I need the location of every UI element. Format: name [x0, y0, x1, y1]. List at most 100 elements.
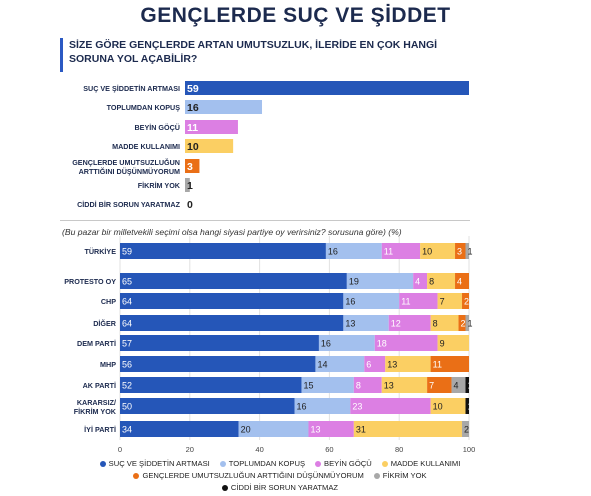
seg-label-0-3: 10	[422, 247, 432, 257]
seg-5-1	[315, 356, 365, 372]
question-line-1: SİZE GÖRE GENÇLERDE ARTAN UMUTSUZLUK, İL…	[69, 39, 438, 51]
seg-5-2	[364, 356, 386, 372]
seg-label-3-0: 64	[122, 319, 132, 329]
seg-3-2	[388, 315, 431, 331]
seg-label-1-3: 8	[429, 277, 434, 287]
seg-1-4	[455, 273, 469, 289]
category-label-0: SUÇ VE ŞİDDETİN ARTMASI	[83, 84, 180, 93]
seg-label-5-1: 14	[317, 360, 327, 370]
seg-label-4-1: 16	[321, 339, 331, 349]
seg-label-8-0: 34	[122, 425, 132, 435]
seg-2-4	[462, 293, 469, 309]
bar-5	[185, 178, 190, 192]
seg-label-2-1: 16	[345, 297, 355, 307]
legend-item-2: BEYİN GÖÇÜ	[315, 459, 372, 468]
bar-3	[185, 139, 234, 153]
row-label-7: KARARSIZ/FİKRİM YOK	[74, 398, 117, 416]
seg-8-2	[308, 421, 354, 437]
legend-row: SUÇ VE ŞİDDETİN ARTMASI TOPLUMDAN KOPUŞ BE…	[60, 459, 500, 468]
seg-4-1	[318, 335, 375, 351]
seg-label-6-1: 15	[303, 381, 313, 391]
seg-8-0	[120, 421, 239, 437]
seg-1-1	[346, 273, 414, 289]
seg-label-5-0: 56	[122, 360, 132, 370]
seg-label-7-1: 16	[297, 402, 307, 412]
seg-0-0	[120, 243, 326, 259]
legend-swatch	[373, 472, 380, 479]
seg-7-1	[294, 398, 351, 414]
seg-2-3	[437, 293, 463, 309]
seg-0-1	[325, 243, 382, 259]
seg-4-0	[120, 335, 319, 351]
row-label-3: DİĞER	[93, 319, 117, 328]
seg-label-2-3: 7	[440, 297, 445, 307]
seg-label-2-0: 64	[122, 297, 132, 307]
seg-1-0	[120, 273, 347, 289]
row-label-0: TÜRKİYE	[84, 247, 116, 256]
seg-label-7-3: 10	[433, 402, 443, 412]
seg-2-0	[120, 293, 344, 309]
chart-note: (Bu pazar bir milletvekili seçimi olsa h…	[62, 227, 402, 237]
seg-label-0-2: 11	[384, 247, 393, 257]
legend-label: BEYİN GÖÇÜ	[324, 459, 372, 468]
seg-0-3	[420, 243, 456, 259]
legend: SUÇ VE ŞİDDETİN ARTMASI TOPLUMDAN KOPUŞ BE…	[60, 459, 500, 495]
category-label-3: MADDE KULLANIMI	[112, 142, 180, 151]
seg-7-0	[120, 398, 295, 414]
seg-label-2-4: 2	[464, 297, 469, 307]
legend-label: MADDE KULLANIMI	[390, 459, 461, 468]
seg-label-7-2: 23	[352, 402, 362, 412]
seg-0-2	[381, 243, 421, 259]
legend-item-6: CİDDİ BİR SORUN YARATMAZ	[221, 483, 339, 492]
seg-0-4	[455, 243, 466, 259]
seg-label-1-0: 65	[122, 277, 132, 287]
seg-label-8-3: 31	[356, 425, 366, 435]
legend-item-3: MADDE KULLANIMI	[381, 459, 461, 468]
x-tick-4: 80	[395, 445, 403, 454]
seg-6-0	[120, 377, 302, 393]
seg-7-2	[350, 398, 431, 414]
legend-swatch	[221, 484, 228, 491]
legend-label: CİDDİ BİR SORUN YARATMAZ	[230, 483, 339, 492]
seg-8-3	[353, 421, 463, 437]
seg-1-2	[413, 273, 428, 289]
seg-label-3-2: 12	[391, 319, 401, 329]
row-label-8: İYİ PARTİ	[84, 425, 116, 434]
seg-2-1	[343, 293, 400, 309]
seg-label-8-2: 13	[310, 425, 320, 435]
seg-label-3-3: 8	[433, 319, 438, 329]
seg-4-3	[437, 335, 469, 351]
seg-label-6-5: 4	[454, 381, 459, 391]
seg-3-1	[343, 315, 389, 331]
row-label-4: DEM PARTİ	[77, 339, 116, 348]
category-label-2: BEYİN GÖÇÜ	[134, 123, 180, 132]
legend-label: SUÇ VE ŞİDDETİN ARTMASI	[108, 459, 210, 468]
x-tick-1: 20	[186, 445, 194, 454]
x-tick-0: 0	[118, 445, 122, 454]
bar-4	[185, 159, 200, 173]
seg-label-5-3: 13	[387, 360, 397, 370]
seg-8-1	[238, 421, 309, 437]
legend-swatch	[133, 472, 140, 479]
row-label-2: CHP	[101, 297, 116, 306]
legend-label: GENÇLERDE UMUTSUZLUĞUN ARTTIĞINI DÜŞÜNMÜ…	[142, 471, 364, 480]
category-label-5: FİKRİM YOK	[138, 181, 181, 190]
seg-label-4-3: 9	[440, 339, 445, 349]
seg-6-6	[465, 377, 469, 393]
seg-6-1	[301, 377, 354, 393]
seg-3-0	[120, 315, 344, 331]
legend-row: CİDDİ BİR SORUN YARATMAZ	[60, 483, 500, 492]
seg-0-5	[465, 243, 469, 259]
bar-value-0: 59	[187, 83, 199, 95]
seg-label-5-2: 6	[366, 360, 371, 370]
seg-6-2	[353, 377, 382, 393]
seg-label-0-4: 3	[457, 247, 462, 257]
seg-label-5-4: 11	[433, 360, 442, 370]
bar-value-1: 16	[187, 102, 199, 114]
seg-3-4	[458, 315, 466, 331]
seg-label-0-0: 59	[122, 247, 132, 257]
seg-label-2-2: 11	[401, 297, 410, 307]
divider	[60, 220, 470, 221]
seg-label-6-4: 7	[429, 381, 434, 391]
legend-item-1: TOPLUMDAN KOPUŞ	[219, 459, 305, 468]
